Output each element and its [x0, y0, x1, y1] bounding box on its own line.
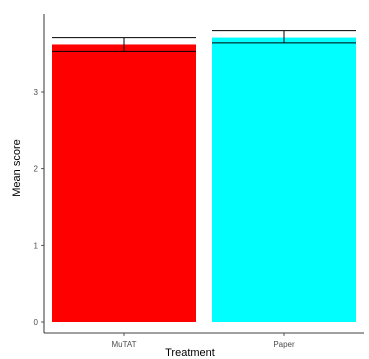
y-tick-label: 0	[34, 318, 39, 327]
x-axis-title: Treatment	[165, 347, 215, 359]
ticks-layer: 0 1 2 3 MuTAT Paper	[34, 88, 295, 349]
x-tick-label-paper: Paper	[273, 340, 295, 349]
marks-layer	[52, 30, 356, 323]
x-tick-label-mutat: MuTAT	[111, 340, 136, 349]
y-axis-title: Mean score	[11, 139, 23, 196]
bar-paper	[212, 37, 356, 323]
error-bar-paper	[212, 30, 356, 44]
y-tick-label: 1	[34, 241, 39, 250]
error-bar-mutat	[52, 37, 196, 52]
y-tick-label: 2	[34, 165, 39, 174]
y-tick-label: 3	[34, 88, 39, 97]
bar-mutat	[52, 44, 196, 322]
